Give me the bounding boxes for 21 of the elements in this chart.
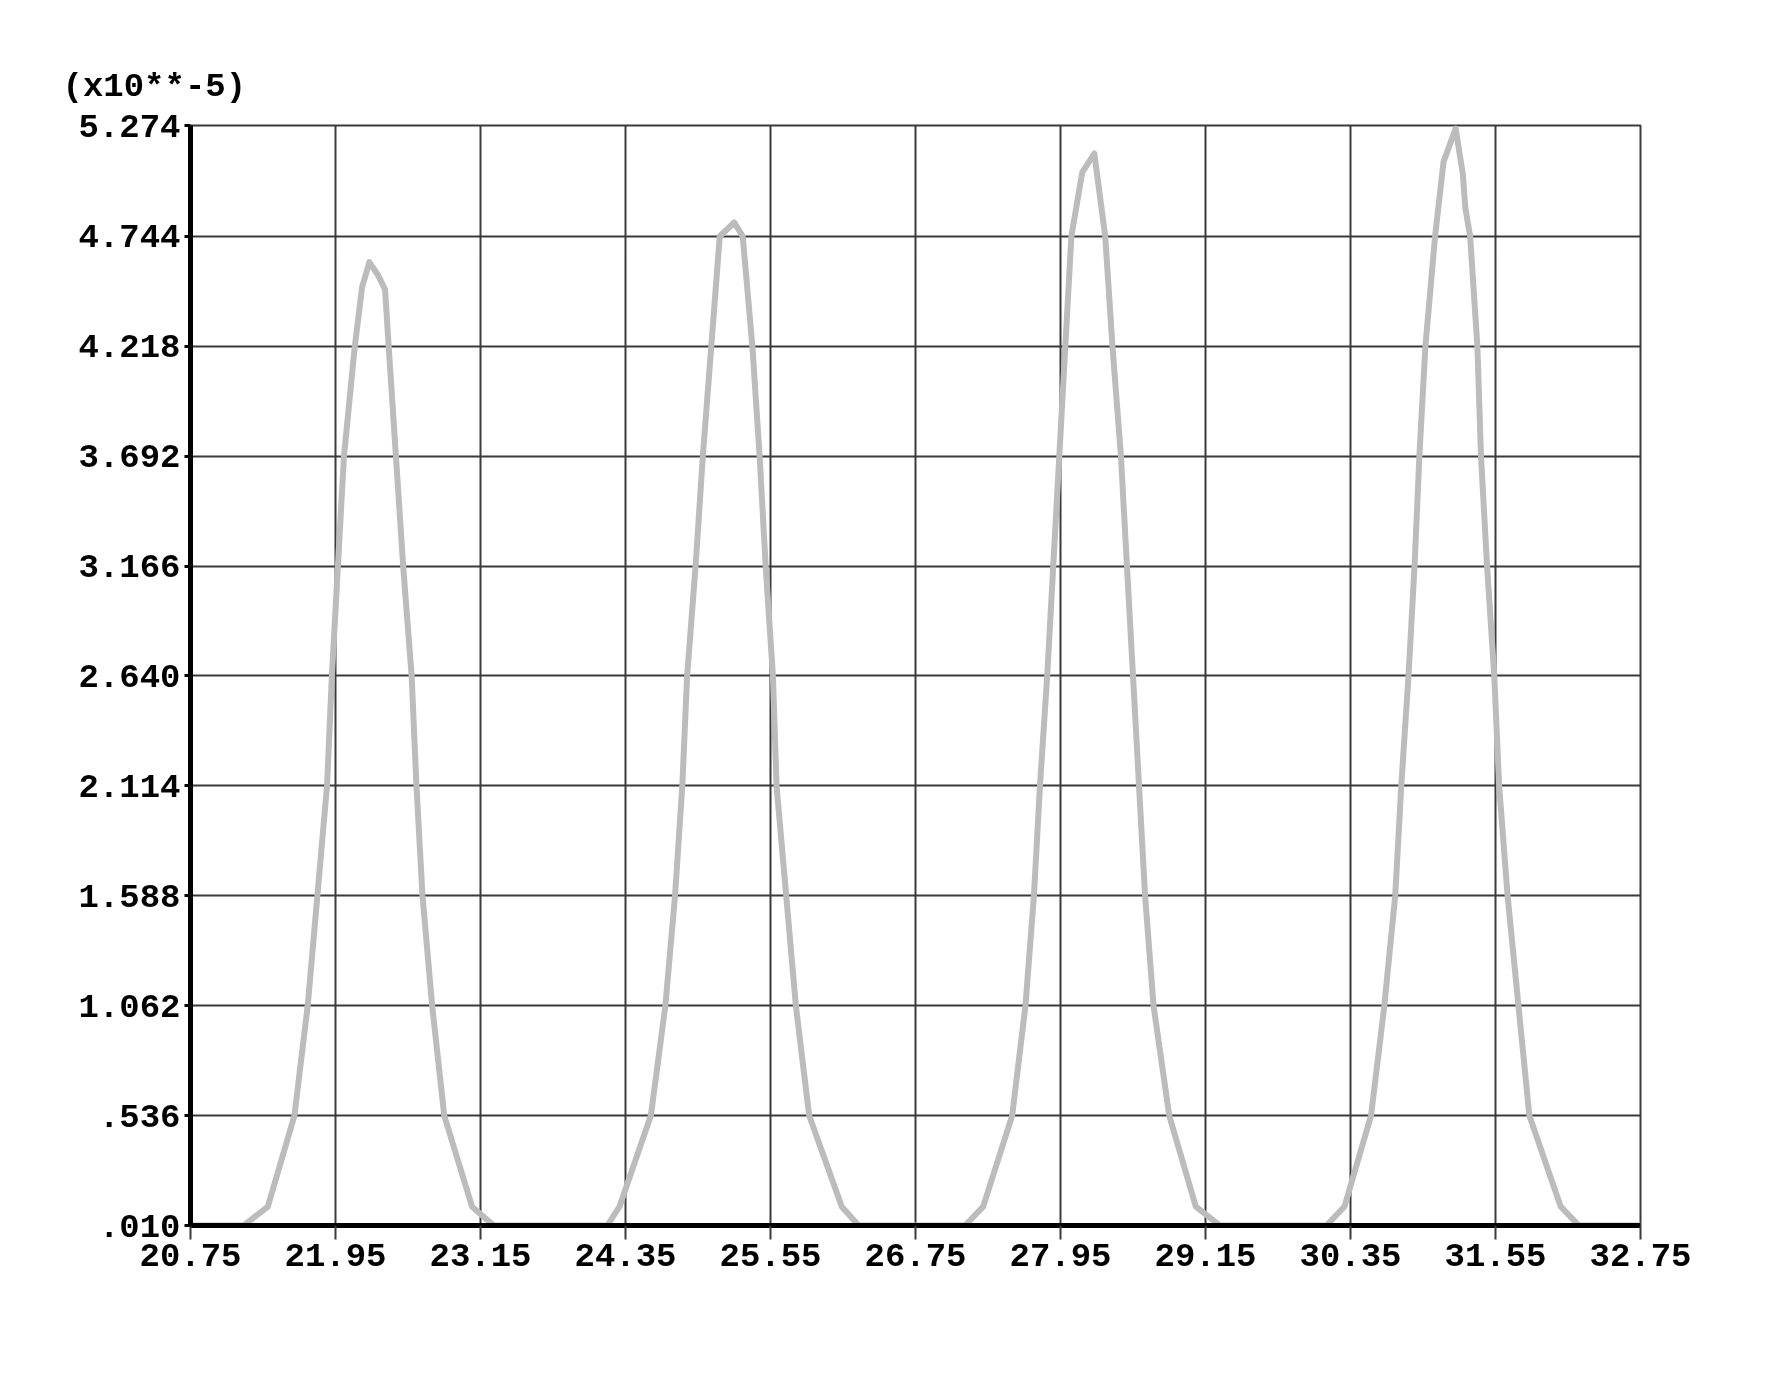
- y-tick-label: 2.114: [78, 768, 181, 807]
- y-axis-title: (x10**-5): [62, 67, 247, 106]
- y-tick-label: 1.588: [78, 878, 181, 917]
- y-tick-label: .536: [98, 1098, 181, 1137]
- x-tick-label: 31.55: [1444, 1237, 1547, 1276]
- x-tick-label: 24.35: [574, 1237, 677, 1276]
- x-tick-label: 21.95: [284, 1237, 387, 1276]
- x-tick-label: 29.15: [1154, 1237, 1257, 1276]
- y-tick-label: 1.062: [78, 988, 181, 1027]
- x-tick-label: 25.55: [719, 1237, 822, 1276]
- x-tick-label: 23.15: [429, 1237, 532, 1276]
- x-tick-label: 27.95: [1009, 1237, 1112, 1276]
- y-tick-label: 2.640: [78, 658, 181, 697]
- x-tick-label: 30.35: [1299, 1237, 1402, 1276]
- x-tick-label: 32.75: [1589, 1237, 1692, 1276]
- y-tick-label: 3.692: [78, 439, 181, 478]
- y-tick-label: 4.744: [78, 219, 181, 258]
- y-tick-label: 3.166: [78, 549, 181, 587]
- y-tick-label: 4.218: [78, 329, 181, 368]
- x-tick-label: 26.75: [864, 1237, 967, 1276]
- y-tick-label: 5.274: [78, 108, 181, 147]
